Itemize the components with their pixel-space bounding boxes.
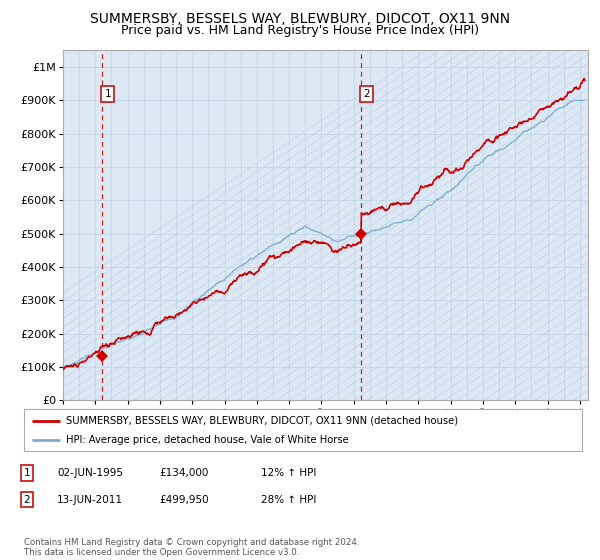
Text: 02-JUN-1995: 02-JUN-1995 xyxy=(57,468,123,478)
Text: SUMMERSBY, BESSELS WAY, BLEWBURY, DIDCOT, OX11 9NN: SUMMERSBY, BESSELS WAY, BLEWBURY, DIDCOT… xyxy=(90,12,510,26)
Text: 2: 2 xyxy=(23,494,31,505)
Text: £134,000: £134,000 xyxy=(159,468,208,478)
Text: 2: 2 xyxy=(364,88,370,99)
Text: 1: 1 xyxy=(104,88,111,99)
Text: 12% ↑ HPI: 12% ↑ HPI xyxy=(261,468,316,478)
Text: Price paid vs. HM Land Registry's House Price Index (HPI): Price paid vs. HM Land Registry's House … xyxy=(121,24,479,37)
Text: HPI: Average price, detached house, Vale of White Horse: HPI: Average price, detached house, Vale… xyxy=(66,435,349,445)
FancyBboxPatch shape xyxy=(24,409,582,451)
Text: 13-JUN-2011: 13-JUN-2011 xyxy=(57,494,123,505)
Text: 28% ↑ HPI: 28% ↑ HPI xyxy=(261,494,316,505)
Text: 1: 1 xyxy=(23,468,31,478)
Text: £499,950: £499,950 xyxy=(159,494,209,505)
Text: SUMMERSBY, BESSELS WAY, BLEWBURY, DIDCOT, OX11 9NN (detached house): SUMMERSBY, BESSELS WAY, BLEWBURY, DIDCOT… xyxy=(66,416,458,426)
Text: Contains HM Land Registry data © Crown copyright and database right 2024.
This d: Contains HM Land Registry data © Crown c… xyxy=(24,538,359,557)
